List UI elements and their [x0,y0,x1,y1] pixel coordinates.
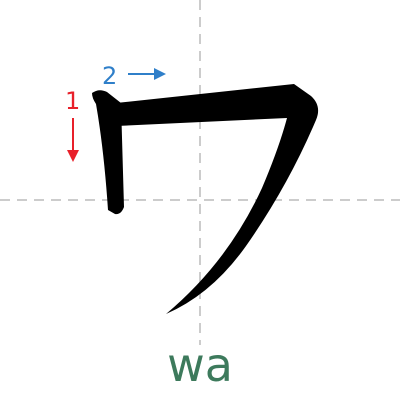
stroke-1-arrow-icon [67,118,79,162]
katakana-glyph [92,84,319,314]
stroke-2 [116,84,319,314]
stroke-2-number: 2 [102,62,117,90]
romaji-label: wa [167,338,233,392]
stroke-2-arrow-icon [128,68,166,80]
stroke-1-number: 1 [65,87,80,115]
